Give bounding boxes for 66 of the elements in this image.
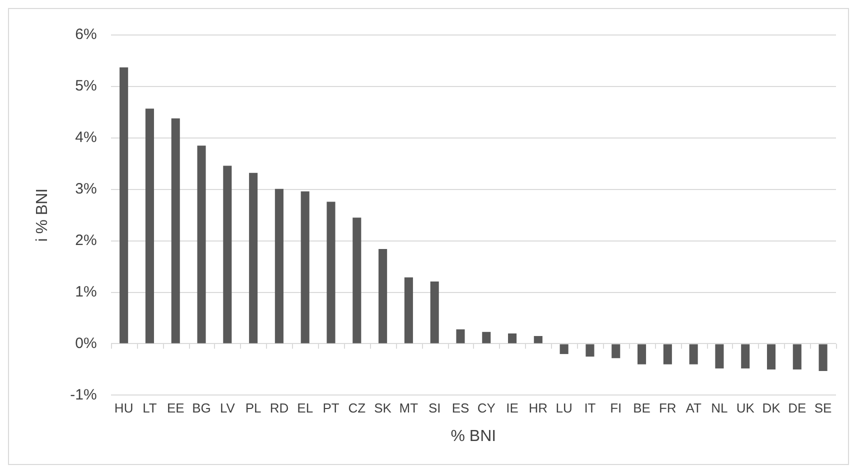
x-tick-label: ES — [452, 400, 470, 416]
y-tick-label: 4% — [75, 129, 97, 146]
x-tick-label: RD — [270, 400, 289, 416]
x-tick-label: HU — [114, 400, 134, 416]
bar — [171, 118, 180, 344]
bar — [223, 166, 232, 344]
x-tick-label: DK — [762, 400, 781, 416]
bar — [326, 202, 336, 344]
bar — [197, 146, 206, 344]
x-tick-label: CZ — [348, 400, 366, 416]
x-tick-label: LU — [556, 400, 572, 416]
bar — [430, 281, 439, 344]
x-tick-label: MT — [399, 400, 418, 416]
x-tick-label: NL — [711, 400, 728, 416]
x-tick-label: SI — [428, 400, 441, 416]
bar — [637, 344, 646, 364]
bar — [818, 344, 828, 372]
bar — [456, 329, 465, 344]
x-tick-label: IT — [584, 400, 596, 416]
bar — [534, 336, 542, 344]
y-tick-label: 1% — [75, 283, 97, 300]
bar — [715, 344, 724, 368]
bar — [663, 344, 672, 364]
bar — [792, 344, 802, 370]
x-tick-label: SK — [374, 400, 392, 416]
x-tick-label: PL — [245, 400, 262, 416]
y-tick-label: 0% — [75, 334, 97, 352]
x-tick-label: HR — [528, 400, 548, 416]
x-tick-label: EE — [166, 400, 185, 416]
bar — [508, 333, 517, 344]
x-axis-title: % BNI — [450, 428, 496, 445]
bar — [560, 344, 568, 354]
x-tick-label: AT — [686, 400, 702, 416]
x-tick-label: FI — [610, 400, 622, 416]
bar — [689, 344, 698, 364]
bar — [482, 332, 491, 344]
x-tick-label: BG — [192, 400, 211, 416]
bar — [404, 277, 413, 344]
y-tick-label: 5% — [75, 78, 97, 95]
x-tick-label: IE — [506, 400, 519, 416]
x-tick-label: LV — [220, 400, 236, 416]
bar — [120, 67, 128, 344]
bar — [352, 218, 362, 344]
x-tick-label: UK — [736, 400, 755, 416]
bar — [274, 188, 284, 344]
bar — [378, 249, 388, 344]
bar — [741, 344, 750, 368]
bar — [612, 344, 620, 358]
y-tick-label: 3% — [75, 180, 97, 198]
bar — [300, 191, 310, 344]
x-tick-label: DE — [788, 400, 807, 416]
y-tick-label: 2% — [75, 232, 97, 249]
x-tick-label: FR — [658, 400, 676, 416]
x-tick-label: BE — [633, 400, 651, 416]
bar — [145, 108, 154, 344]
x-tick-label: EL — [297, 400, 314, 416]
x-tick-label: LT — [142, 400, 157, 416]
bar — [249, 172, 258, 344]
y-axis-title: i % BNI — [34, 188, 52, 242]
x-tick-label: PT — [322, 400, 340, 416]
bar — [766, 344, 776, 370]
bar — [586, 344, 594, 357]
x-tick-label: SE — [814, 400, 832, 416]
x-tick-label: CY — [477, 400, 496, 416]
y-tick-label: 6% — [75, 26, 97, 44]
y-tick-label: -1% — [70, 386, 97, 404]
